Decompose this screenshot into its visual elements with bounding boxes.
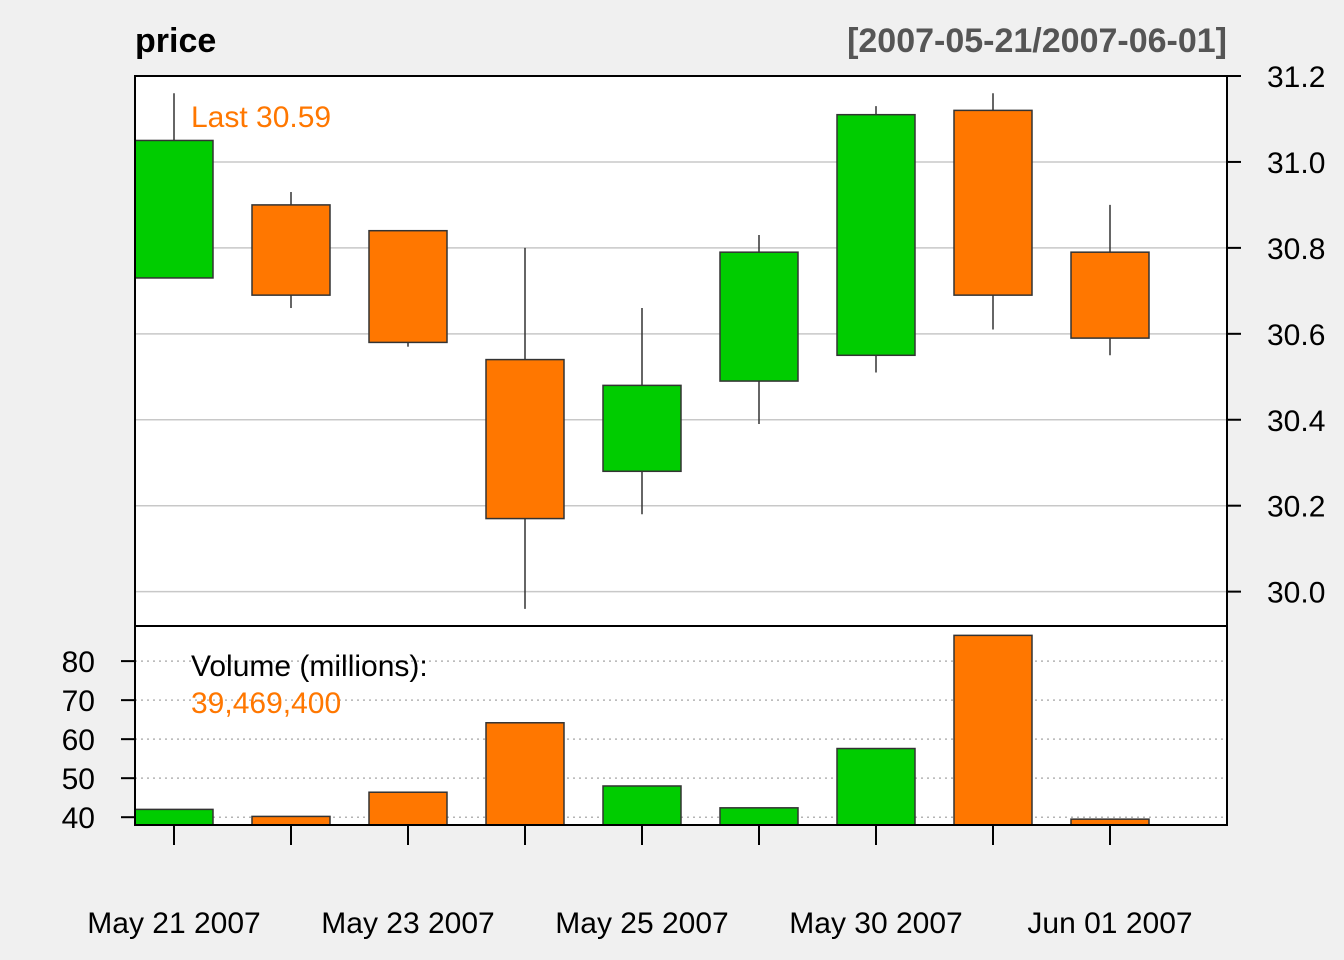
price-tick-label: 30.8 xyxy=(1267,233,1325,266)
volume-tick-label: 70 xyxy=(62,685,95,718)
price-tick-label: 30.2 xyxy=(1267,491,1325,524)
x-tick-label: May 23 2007 xyxy=(321,907,494,940)
x-tick-label: May 25 2007 xyxy=(555,907,728,940)
x-tick-label: May 30 2007 xyxy=(789,907,962,940)
volume-tick-label: 40 xyxy=(62,802,95,835)
candle-body xyxy=(134,139,214,279)
candles xyxy=(134,93,1150,609)
volume-bar xyxy=(251,815,331,826)
candle-body xyxy=(251,204,331,296)
price-tick-label: 30.0 xyxy=(1267,577,1325,610)
price-panel xyxy=(135,76,1227,626)
candle-body xyxy=(719,251,799,382)
volume-bar xyxy=(368,791,448,826)
price-tick-label: 31.2 xyxy=(1267,61,1325,94)
date-range: [2007-05-21/2007-06-01] xyxy=(847,22,1227,60)
volume-axis: 40 50 60 70 80 xyxy=(62,646,135,835)
price-axis: 30.0 30.2 30.4 30.6 30.8 31.0 31.2 xyxy=(1227,61,1325,610)
candle-body xyxy=(602,384,682,473)
volume-tick-label: 80 xyxy=(62,646,95,679)
volume-tick-label: 50 xyxy=(62,763,95,796)
last-price-label: Last 30.59 xyxy=(191,101,331,134)
candle-body xyxy=(953,109,1033,296)
price-tick-label: 30.4 xyxy=(1267,405,1325,438)
volume-bars xyxy=(134,634,1150,826)
volume-bar xyxy=(836,747,916,826)
candle-body xyxy=(1070,251,1150,339)
x-axis: May 21 2007 May 23 2007 May 25 2007 May 30 … xyxy=(87,825,1193,940)
candle-body xyxy=(368,229,448,344)
candle-body xyxy=(836,113,916,357)
volume-tick-label: 60 xyxy=(62,724,95,757)
price-tick-label: 31.0 xyxy=(1267,147,1325,180)
volume-panel-border xyxy=(134,625,1228,826)
volume-value: 39,469,400 xyxy=(191,687,341,720)
volume-bar xyxy=(953,634,1033,826)
volume-label: Volume (millions): xyxy=(191,650,428,683)
chart-title: price xyxy=(135,22,216,60)
candle-body xyxy=(485,358,565,520)
volume-bar xyxy=(134,808,214,826)
price-tick-label: 30.6 xyxy=(1267,319,1325,352)
x-tick-label: Jun 01 2007 xyxy=(1027,907,1192,940)
volume-bar xyxy=(485,722,565,826)
x-tick-label: May 21 2007 xyxy=(87,907,260,940)
volume-bar xyxy=(602,785,682,826)
volume-bar xyxy=(719,807,799,826)
